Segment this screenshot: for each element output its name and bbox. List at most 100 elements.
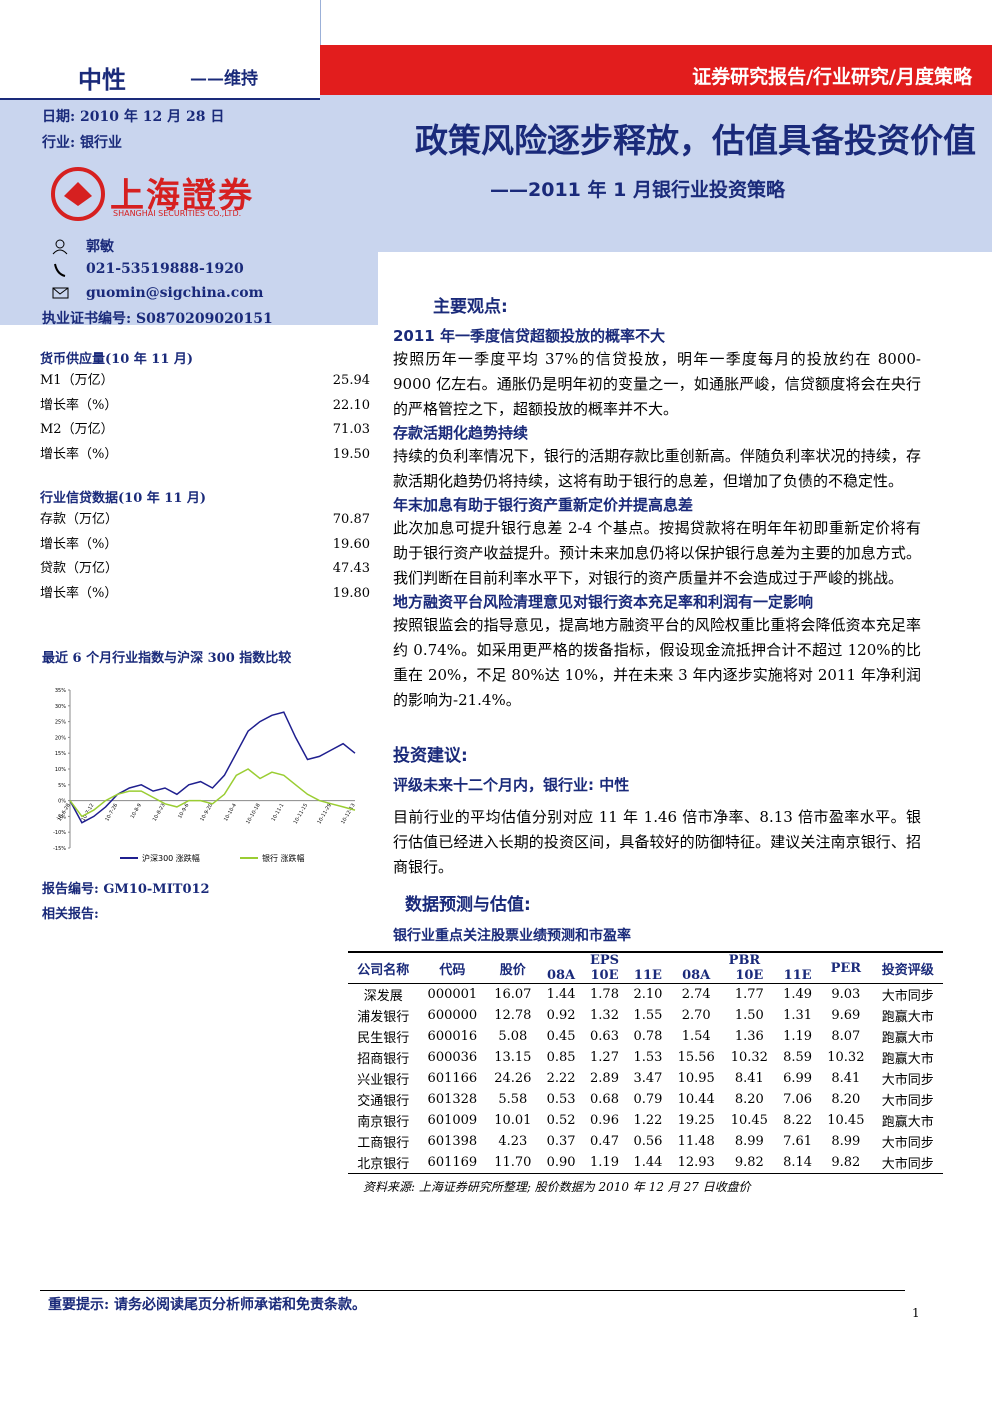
stat-label: M1（万亿） (40, 373, 114, 388)
analyst-phone: 021-53519888-1920 (86, 261, 244, 277)
table-title: 行业信贷数据(10 年 11 月) (40, 491, 207, 506)
table-cell: 0.45 (546, 1029, 576, 1044)
section-body: 此次加息可提升银行息差 2-4 个基点。按揭贷款将在明年年初即重新定价将有助于银… (393, 519, 921, 587)
table-cell: 1.50 (734, 1008, 764, 1023)
table-title: 银行业重点关注股票业绩预测和市盈率 (393, 928, 631, 944)
header-top (320, 0, 992, 45)
table-cell: 北京银行 (357, 1157, 410, 1172)
table-cell: 600000 (427, 1008, 478, 1023)
table-cell: 601328 (427, 1092, 478, 1107)
table-cell: 0.52 (546, 1113, 576, 1128)
table-row: 兴业银行 601166 24.26 2.22 2.89 3.47 10.95 8.41 6.99… (348, 1068, 943, 1089)
table-row: 交通银行 601328 5.58 0.53 0.68 0.79 10.44 8.20 7.06 8… (348, 1089, 943, 1110)
table-cell: 7.06 (783, 1092, 813, 1107)
table-cell: 2.74 (681, 987, 711, 1002)
y-tick-label: 10% (55, 767, 66, 773)
table-cell: 1.53 (633, 1050, 663, 1065)
x-tick-label: 10-11-15 (293, 803, 310, 826)
section-body: 按照银监会的指导意见，提高地方融资平台的风险权重比重将会降低资本充足率约 0.7… (393, 616, 921, 709)
table-cell: 0.63 (590, 1029, 619, 1044)
table-cell: 跑赢大市 (881, 1010, 934, 1025)
contact-icons (52, 239, 69, 299)
table-cell: 9.82 (734, 1155, 764, 1170)
logo-mark (51, 167, 105, 221)
section-heading: 地方融资平台风险清理意见对银行资本充足率和利润有一定影响 (393, 593, 814, 611)
table-row: 民生银行 600016 5.08 0.45 0.63 0.78 1.54 1.36 1.19 8.… (348, 1026, 943, 1047)
header-band (320, 45, 992, 95)
y-tick-label: 20% (55, 735, 66, 741)
stat-row: 增长率（%） 19.50 (40, 443, 370, 468)
table-row: 招商银行 600036 13.15 0.85 1.27 1.53 15.56 10.32 8.5… (348, 1047, 943, 1068)
stat-value: 22.10 (332, 397, 370, 413)
table-cell: 大市同步 (881, 989, 934, 1004)
table-cell: 1.36 (734, 1029, 764, 1044)
table-cell: 2.22 (546, 1071, 576, 1086)
x-tick-label: 10-9-20 (199, 803, 214, 823)
table-cell: 601169 (427, 1155, 478, 1170)
industry: 行业: 银行业 (42, 135, 123, 151)
investment-body: 目前行业的平均估值分别对应 11 年 1.46 倍市净率、8.13 倍市盈率水平… (393, 808, 921, 876)
stat-value: 19.50 (332, 446, 370, 462)
table-cell: 9.69 (831, 1008, 861, 1023)
table-cell: 11.70 (494, 1155, 532, 1170)
table-cell: 9.82 (831, 1155, 861, 1170)
table-cell: 4.23 (498, 1134, 528, 1149)
source: 资料来源: 上海证券研究所整理; 股价数据为 2010 年 12 月 27 日收… (363, 1180, 751, 1194)
table-cell: 0.56 (633, 1134, 663, 1149)
table-cell: 3.47 (633, 1071, 663, 1086)
legend-label: 沪深300 涨跌幅 (142, 853, 200, 863)
stat-value: 47.43 (332, 561, 370, 576)
rating-line: 评级未来十二个月内，银行业: 中性 (393, 776, 630, 794)
table-title: 货币供应量(10 年 11 月) (40, 352, 194, 367)
table-cell: 1.19 (783, 1029, 813, 1044)
table-cell: 0.37 (546, 1134, 576, 1149)
stat-value: 70.87 (332, 512, 370, 527)
title: 政策风险逐步释放，估值具备投资价值 (415, 121, 976, 160)
chart: -15%-10%-5%0%5%10%15%20%25%30%35%10-6-28… (53, 688, 357, 863)
table-cell: 8.99 (734, 1134, 764, 1149)
table-cell: 1.77 (734, 987, 764, 1002)
header-cell: 投资评级 (881, 962, 934, 978)
logo-cn: 上海證券 (110, 176, 254, 216)
table-cell: 600016 (427, 1029, 478, 1044)
y-tick-label: -5% (56, 814, 66, 820)
rating: 中性 (78, 65, 126, 94)
table-cell: 深发展 (363, 989, 403, 1004)
table-cell: 10.95 (677, 1071, 715, 1086)
section-heading: 2011 年一季度信贷超额投放的概率不大 (393, 327, 665, 345)
header-cell: 代码 (439, 962, 466, 978)
table-cell: 工商银行 (357, 1136, 410, 1151)
table-cell: 600036 (427, 1050, 478, 1065)
legend-label: 银行 涨跌幅 (262, 853, 305, 863)
series-line (69, 768, 356, 818)
table-cell: 1.22 (633, 1113, 663, 1128)
table-cell: 1.31 (783, 1008, 813, 1023)
table-cell: 8.41 (734, 1071, 764, 1086)
table-cell: 13.15 (494, 1050, 532, 1065)
section-body: 持续的负利率情况下，银行的活期存款比重创新高。伴随负利率状况的持续，存款活期化趋… (393, 447, 921, 490)
y-tick-label: 35% (55, 688, 66, 694)
table-cell: 601166 (427, 1071, 478, 1086)
table-cell: 12.78 (494, 1008, 532, 1023)
table-cell: 6.99 (783, 1071, 813, 1086)
table-cell: 大市同步 (881, 1136, 934, 1151)
subheader-cell: 11E (783, 968, 812, 983)
y-tick-label: -15% (53, 846, 66, 852)
table-cell: 浦发银行 (357, 1010, 410, 1025)
table-cell: 24.26 (494, 1071, 532, 1086)
stat-label: 增长率（%） (40, 397, 118, 413)
subheader-cell: 10E (735, 968, 764, 983)
sidebar: 货币供应量(10 年 11 月) M1（万亿） 25.94 增长率（%） 22.10 M2… (40, 340, 370, 606)
subheader-cell: 10E (590, 968, 619, 983)
section-heading: 存款活期化趋势持续 (393, 424, 529, 442)
table-row: 北京银行 601169 11.70 0.90 1.19 1.44 12.93 9.82 8.14… (348, 1152, 943, 1174)
y-tick-label: -10% (53, 830, 66, 836)
table-cell: 601398 (427, 1134, 478, 1149)
table-cell: 5.08 (498, 1029, 528, 1044)
table-cell: 跑赢大市 (881, 1031, 934, 1046)
table-cell: 8.20 (734, 1092, 764, 1107)
header-cell: 公司名称 (357, 962, 410, 978)
x-tick-label: 10-11-29 (316, 803, 333, 826)
table-cell: 0.85 (546, 1050, 576, 1065)
